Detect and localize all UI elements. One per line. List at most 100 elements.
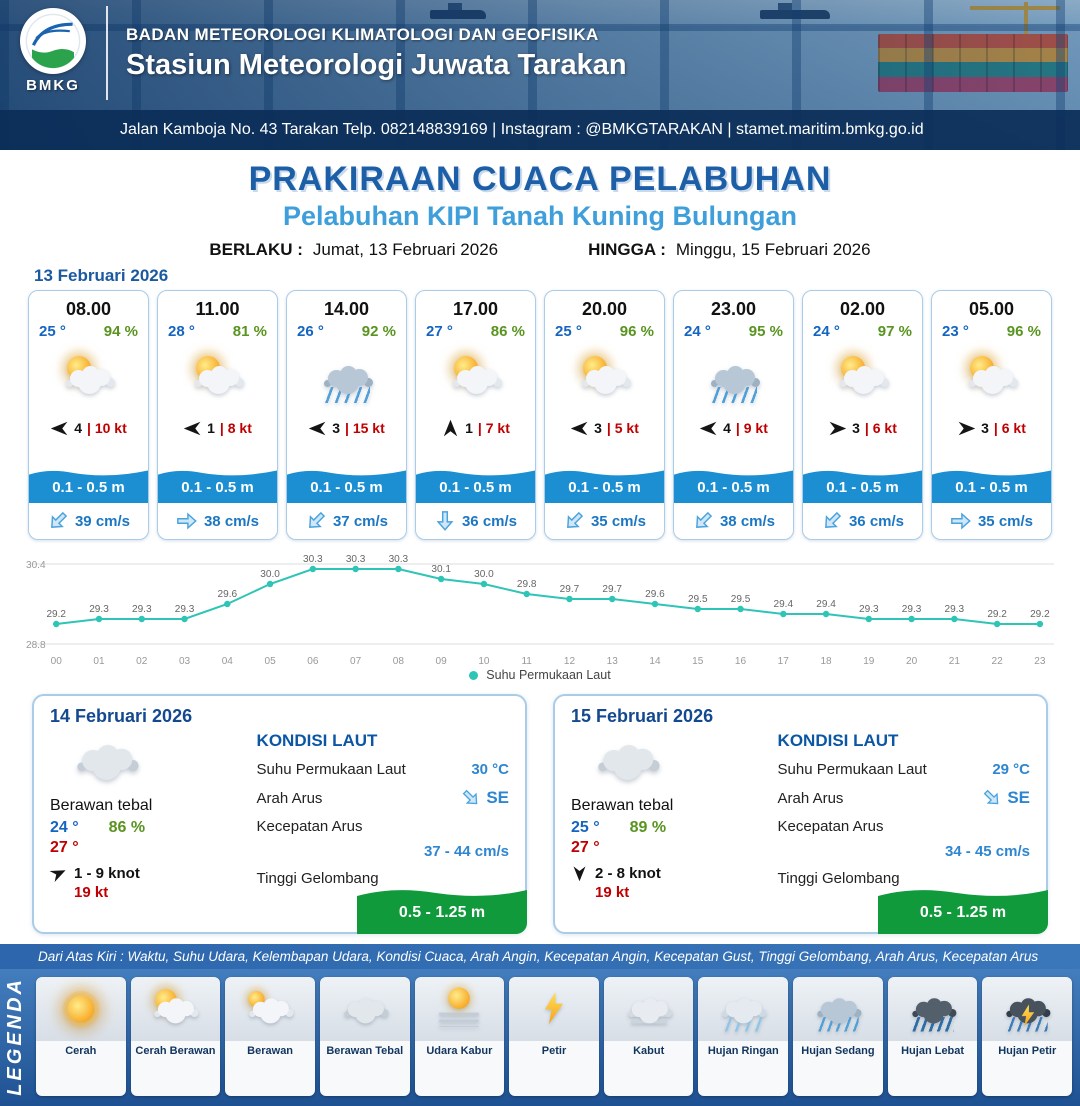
hingga-label: HINGGA :	[588, 240, 666, 259]
legend-item: Kabut	[603, 977, 694, 1096]
sst-value: 29 °C	[992, 761, 1030, 778]
air-temperature: 25 °	[39, 323, 66, 340]
wind-speed: 1	[207, 420, 215, 436]
current-direction-icon	[984, 789, 999, 805]
forecast-card: 14.00 26 ° 92 % 3 | 15 kt 0.1 - 0.5 m 37…	[286, 290, 407, 540]
forecast-time: 23.00	[710, 299, 757, 319]
wave-crest	[158, 470, 277, 478]
bmkg-logo: BMKG	[12, 6, 108, 100]
sst-chart-section: 30.4 28.8 29.2 00 29.3 01 29.3 02 29.3 03 29.6 04 30…	[26, 548, 1054, 686]
current-direction-icon	[463, 789, 478, 805]
sea-conditions-title: KONDISI LAUT	[256, 731, 378, 750]
svg-text:29.3: 29.3	[902, 604, 922, 615]
svg-text:07: 07	[350, 656, 362, 666]
svg-text:06: 06	[307, 656, 319, 666]
svg-text:30.4: 30.4	[26, 560, 46, 571]
current-speed-label: Kecepatan Arus	[256, 818, 363, 835]
legend-item-label: Cerah	[36, 1041, 126, 1096]
wave-crest	[803, 470, 922, 478]
current-direction: SE	[1007, 788, 1030, 807]
day-card: 15 Februari 2026 Berawan tebal 25 ° 89 %…	[553, 694, 1048, 934]
wind-gust: | 5 kt	[606, 420, 639, 436]
current-speed: 38 cm/s	[203, 512, 260, 530]
wind-direction-icon	[309, 421, 326, 435]
svg-text:20: 20	[906, 656, 918, 666]
weather-condition: Berawan tebal	[571, 797, 674, 814]
port-name: Pelabuhan KIPI Tanah Kuning Bulungan	[282, 201, 797, 231]
legend-item-label: Hujan Ringan	[698, 1041, 789, 1096]
svg-text:29.3: 29.3	[859, 604, 879, 615]
svg-text:29.6: 29.6	[645, 589, 665, 600]
humidity: 97 %	[877, 323, 912, 340]
title-section: PRAKIRAAN CUACA PELABUHAN Pelabuhan KIPI…	[0, 150, 1080, 260]
humidity: 94 %	[103, 323, 138, 340]
wave-crest	[674, 470, 793, 478]
air-temperature: 25 °	[555, 323, 582, 340]
day-date: 15 Februari 2026	[571, 706, 714, 726]
legend-item: Hujan Sedang	[793, 977, 883, 1096]
wind-range: 2 - 8 knot	[595, 865, 661, 882]
weather-icon	[620, 987, 678, 1032]
wind-direction-icon	[958, 421, 976, 435]
legend-item-label: Hujan Petir	[982, 1041, 1073, 1096]
sst-line-chart: 30.4 28.8 29.2 00 29.3 01 29.3 02 29.3 03 29.6 04 30…	[26, 554, 1054, 666]
weather-icon	[587, 729, 667, 792]
current-row: 36 cm/s	[416, 503, 535, 539]
svg-text:29.8: 29.8	[517, 579, 537, 590]
current-speed: 35 cm/s	[977, 512, 1034, 530]
sst-value: 30 °C	[471, 761, 509, 778]
forecast-date: 13 Februari 2026	[34, 266, 169, 285]
svg-text:29.4: 29.4	[773, 599, 793, 610]
current-row: 38 cm/s	[158, 503, 277, 539]
svg-text:14: 14	[649, 656, 661, 666]
forecast-card: 20.00 25 ° 96 % 3 | 5 kt 0.1 - 0.5 m 35 …	[544, 290, 665, 540]
air-temperature: 28 °	[168, 323, 195, 340]
weather-condition: Berawan tebal	[50, 797, 153, 814]
forecast-time: 20.00	[581, 299, 628, 319]
svg-text:29.7: 29.7	[602, 584, 622, 595]
current-speed: 38 cm/s	[719, 512, 776, 530]
forecast-time: 17.00	[452, 299, 499, 319]
weather-icon	[52, 987, 110, 1032]
forecast-card: 05.00 23 ° 96 % 3 | 6 kt 0.1 - 0.5 m 35 …	[931, 290, 1052, 540]
wave-crest	[287, 470, 406, 478]
wave-crest	[878, 890, 1048, 900]
wind-gust: | 6 kt	[864, 420, 897, 436]
weather-icon	[66, 729, 146, 792]
svg-text:17: 17	[778, 656, 790, 666]
wave-height-badge: 0.5 - 1.25 m	[878, 886, 1048, 934]
humidity: 89 %	[629, 819, 667, 836]
wind-direction-icon	[699, 421, 717, 435]
wind-direction-icon	[570, 421, 588, 435]
weather-icon	[573, 353, 637, 403]
svg-text:13: 13	[607, 656, 619, 666]
humidity: 96 %	[1006, 323, 1041, 340]
svg-text:00: 00	[51, 656, 63, 666]
svg-text:04: 04	[222, 656, 234, 666]
wind-gust: 19 kt	[74, 884, 109, 901]
wind-row: 3 | 6 kt	[803, 416, 922, 440]
legend-item-label: Hujan Lebat	[887, 1041, 978, 1096]
legend-item-label: Berawan	[225, 1041, 315, 1096]
wave-height: 0.1 - 0.5 m	[674, 478, 793, 503]
svg-text:30.3: 30.3	[346, 554, 366, 565]
wave-height: 0.5 - 1.25 m	[357, 900, 527, 934]
legend-item: Cerah Berawan	[130, 977, 221, 1096]
wind-gust: | 7 kt	[477, 420, 510, 436]
wind-speed: 3	[852, 420, 860, 436]
humidity: 81 %	[232, 323, 267, 340]
sea-conditions-title: KONDISI LAUT	[777, 731, 899, 750]
svg-text:29.4: 29.4	[816, 599, 836, 610]
legend-items: Cerah Cerah Berawan Berawan Berawan Teba…	[36, 977, 1073, 1096]
wind-direction-icon	[829, 421, 847, 435]
wave-height-badge: 0.5 - 1.25 m	[357, 886, 527, 934]
forecast-card: 23.00 24 ° 95 % 4 | 9 kt 0.1 - 0.5 m 38 …	[673, 290, 794, 540]
wind-speed: 3	[332, 420, 341, 436]
current-speed: 35 cm/s	[590, 512, 647, 530]
svg-text:30.0: 30.0	[474, 569, 494, 580]
sst-label: Suhu Permukaan Laut	[777, 761, 927, 778]
chart-legend: Suhu Permukaan Laut	[26, 666, 1054, 686]
wave-crest	[545, 470, 664, 478]
wind-row: 4 | 10 kt	[29, 416, 148, 440]
svg-text:03: 03	[179, 656, 191, 666]
